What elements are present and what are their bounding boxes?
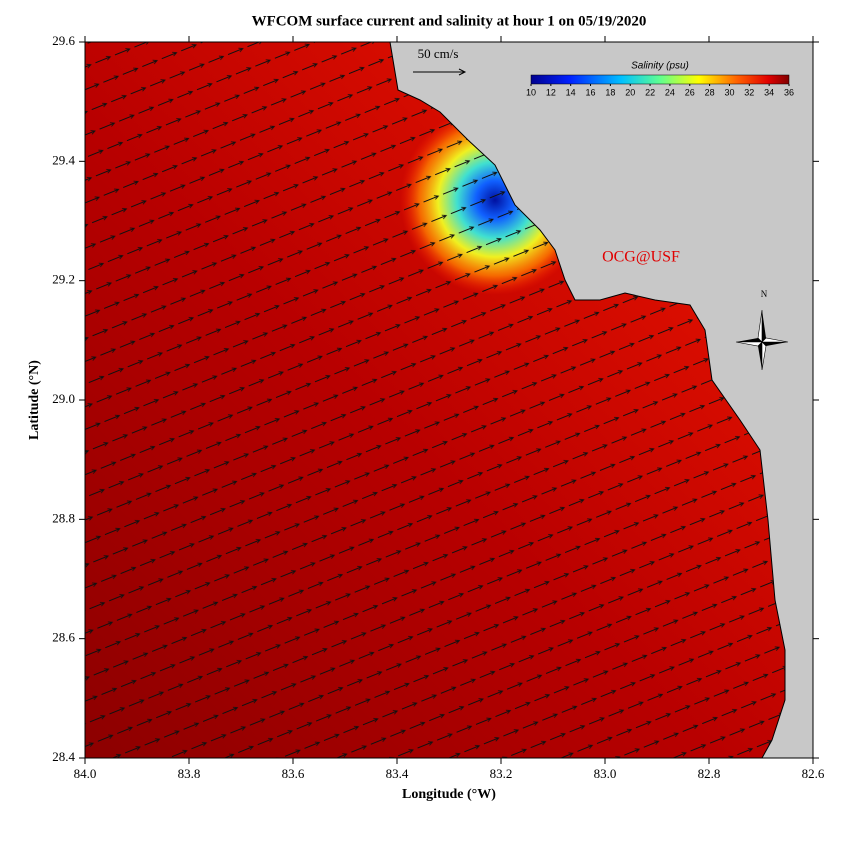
colorbar-tick-label: 22 bbox=[645, 87, 655, 97]
credit: OCG@USF bbox=[602, 249, 680, 266]
x-tick-label: 84.0 bbox=[74, 766, 97, 781]
y-tick-label: 28.4 bbox=[52, 749, 75, 764]
map-title: WFCOM surface current and salinity at ho… bbox=[252, 13, 647, 29]
colorbar-tick-label: 34 bbox=[764, 87, 774, 97]
colorbar-tick-label: 26 bbox=[685, 87, 695, 97]
colorbar-tick-label: 10 bbox=[526, 87, 536, 97]
y-tick-label: 29.2 bbox=[52, 272, 75, 287]
y-tick-label: 29.6 bbox=[52, 33, 75, 48]
colorbar-tick-label: 18 bbox=[605, 87, 615, 97]
colorbar-title: Salinity (psu) bbox=[631, 61, 689, 72]
colorbar-tick-label: 32 bbox=[744, 87, 754, 97]
y-tick-label: 29.0 bbox=[52, 391, 75, 406]
colorbar bbox=[530, 74, 790, 85]
x-axis-label: Longitude (°W) bbox=[402, 787, 496, 802]
current-vectors bbox=[85, 42, 785, 758]
colorbar-tick-label: 20 bbox=[625, 87, 635, 97]
coastline bbox=[389, 42, 786, 758]
colorbar-tick-label: 14 bbox=[566, 87, 576, 97]
compass bbox=[735, 309, 789, 371]
colorbar-tick-label: 16 bbox=[586, 87, 596, 97]
y-tick-label: 28.6 bbox=[52, 630, 75, 645]
x-tick-label: 83.8 bbox=[178, 766, 201, 781]
north-label: N bbox=[761, 289, 768, 299]
scale-label: 50 cm/s bbox=[418, 46, 459, 61]
y-tick-label: 28.8 bbox=[52, 510, 75, 525]
scale-arrow bbox=[413, 68, 467, 76]
x-tick-label: 83.0 bbox=[594, 766, 617, 781]
colorbar-tick-label: 36 bbox=[784, 87, 794, 97]
colorbar-tick-label: 24 bbox=[665, 87, 675, 97]
y-tick-label: 29.4 bbox=[52, 152, 75, 167]
x-tick-label: 82.6 bbox=[802, 766, 825, 781]
x-tick-label: 83.6 bbox=[282, 766, 305, 781]
colorbar-tick-label: 30 bbox=[724, 87, 734, 97]
x-tick-label: 83.4 bbox=[386, 766, 409, 781]
x-tick-label: 83.2 bbox=[490, 766, 513, 781]
colorbar-tick-label: 12 bbox=[546, 87, 556, 97]
x-tick-label: 82.8 bbox=[698, 766, 721, 781]
y-axis-label: Latitude (°N) bbox=[27, 360, 42, 440]
colorbar-tick-label: 28 bbox=[705, 87, 715, 97]
